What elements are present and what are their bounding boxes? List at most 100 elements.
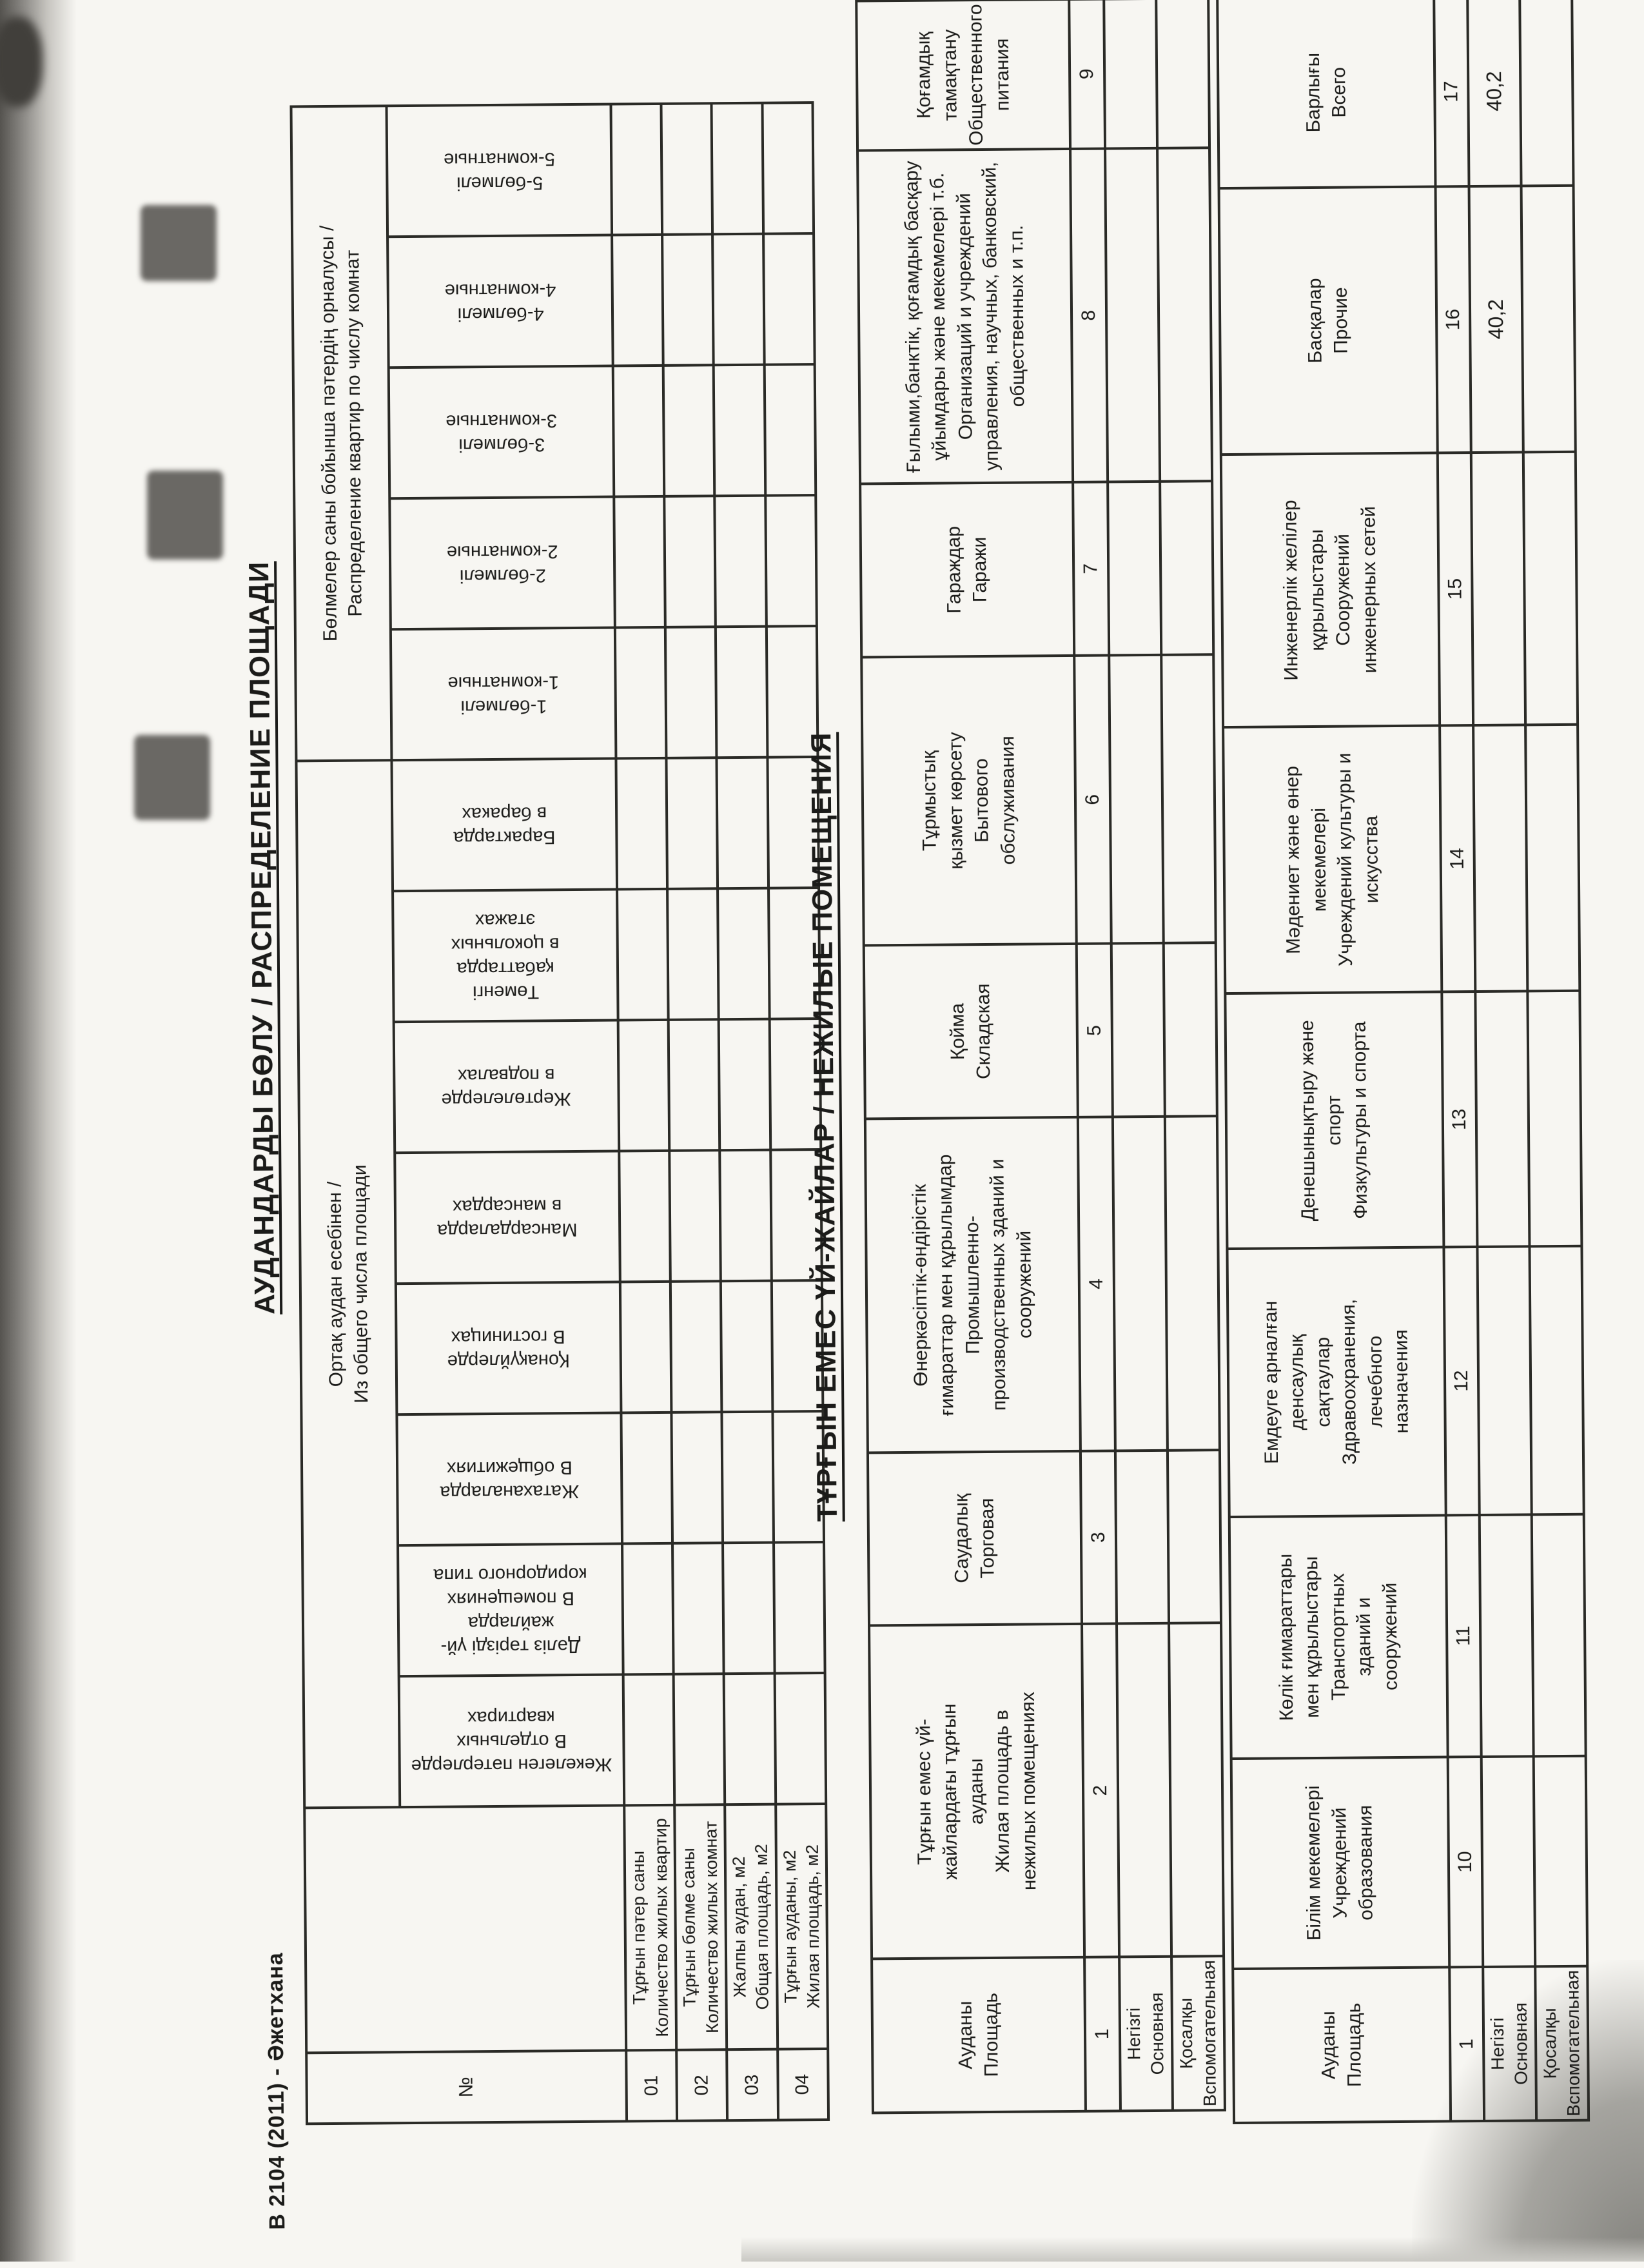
column-header-cell: Тұрғын емес үй- жайлардағы тұрғын ауданы…	[869, 1624, 1085, 1959]
form-number-label: В 2104 (2011) - Әжетхана	[262, 1952, 290, 2230]
column-header-cell: 4-бөлмелі 4-комнатные	[387, 235, 613, 368]
data-cell	[1533, 1755, 1587, 1967]
row-number-cell: 02	[676, 2049, 728, 2121]
column-number-cell: 6	[1074, 655, 1111, 944]
data-cell	[1105, 148, 1160, 482]
column-header-text: 5-бөлмелі 5-комнатные	[443, 148, 555, 194]
data-cell	[719, 1149, 772, 1282]
data-cell	[614, 627, 667, 759]
area-distribution-table: № Ортақ аудан есебінен / Из общего числа…	[289, 101, 829, 2125]
column-header-cell: 5-бөлмелі 5-комнатные	[386, 104, 612, 237]
column-header-cell: Саудалық Торговая	[867, 1451, 1082, 1626]
data-cell	[611, 103, 663, 235]
column-header-cell: Инженерлік желілер құрылыстары Сооружени…	[1220, 453, 1440, 728]
column-header-cell: Көлік ғимараттары мен құрылыстары Трансп…	[1229, 1515, 1448, 1759]
column-number-cell: 1	[1084, 1957, 1120, 2111]
data-cell	[712, 233, 765, 366]
group-header-common-area: Ортақ аудан есебінен / Из общего числа п…	[296, 760, 400, 1808]
data-cell	[723, 1673, 776, 1805]
data-cell	[1156, 0, 1209, 148]
data-cell	[623, 1674, 675, 1806]
data-cell	[661, 103, 713, 235]
data-cell	[669, 1150, 721, 1282]
data-cell	[619, 1150, 671, 1282]
data-cell	[622, 1543, 674, 1675]
data-cell	[1529, 1246, 1584, 1515]
data-cell	[1527, 991, 1582, 1247]
column-header-text: 4-бөлмелі 4-комнатные	[444, 279, 556, 325]
column-header-cell: Ауданы Площадь	[872, 1957, 1086, 2113]
data-cell	[617, 888, 669, 1021]
column-header-cell: Мәдениет және өнер мекемелері Учреждений…	[1223, 725, 1442, 994]
data-cell	[620, 1281, 672, 1413]
data-cell	[762, 103, 814, 234]
data-cell	[763, 233, 815, 365]
data-cell	[1471, 452, 1525, 726]
column-header-text: Жекелеген пәтерлерде В отдельных квартир…	[411, 1706, 612, 1777]
column-header-text: Дәліз тәрізді үй- жайларда В помещениях …	[433, 1563, 587, 1657]
column-header-text: Қонақүйлерде В гостиницах	[447, 1325, 570, 1372]
data-cell	[670, 1281, 722, 1413]
data-cell	[721, 1280, 772, 1413]
data-cell	[1521, 186, 1576, 453]
column-header-cell: Жекелеген пәтерлерде В отдельных квартир…	[398, 1674, 625, 1808]
section2-title: ТҰРҒЫН ЕМЕС ҮЙ-ЖАЙЛАР / НЕЖИЛЫЕ ПОМЕЩЕНИ…	[805, 732, 843, 1522]
data-cell	[1519, 0, 1574, 186]
data-cell	[765, 495, 817, 627]
data-cell	[612, 234, 663, 366]
column-header-cell: Өнеркәсіптік-өндірістік ғимараттар мен қ…	[865, 1117, 1081, 1453]
data-cell	[1157, 148, 1212, 482]
column-header-cell: Қойма Складская	[863, 944, 1078, 1119]
column-header-cell: Ғылыми,банктік, қоғамдық басқару ұйымдар…	[857, 148, 1073, 484]
number-column-header: №	[306, 2050, 627, 2124]
column-header-text: 1-бөлмелі 1-комнатные	[447, 671, 559, 717]
data-cell	[1112, 1117, 1168, 1451]
column-header-text: Барактарда в бараках	[453, 802, 556, 848]
column-number-cell: 5	[1076, 943, 1113, 1118]
data-cell	[1164, 1116, 1220, 1451]
scan-edge-tab	[147, 471, 223, 560]
data-cell	[711, 103, 763, 235]
column-header-cell: Басқалар Прочие	[1218, 186, 1438, 455]
data-cell	[1104, 0, 1157, 149]
column-number-cell: 10	[1447, 1756, 1483, 1968]
column-number-cell: 13	[1442, 992, 1478, 1247]
data-cell	[1117, 1623, 1171, 1957]
value-cell: 40,2	[1467, 0, 1522, 187]
column-header-cell: Мансардаларда в мансардах	[395, 1151, 620, 1284]
column-header-text: 3-бөлмелі 3-комнатные	[445, 409, 557, 456]
data-cell	[1108, 481, 1161, 656]
data-cell	[673, 1674, 725, 1805]
data-cell	[719, 1019, 770, 1151]
data-cell	[621, 1412, 673, 1544]
data-cell	[718, 888, 770, 1020]
scan-bottom-shadow	[741, 2237, 1644, 2262]
row-number-cell: 03	[727, 2049, 778, 2121]
row-label-cell: Қосалқы Вспомогательная	[1171, 1956, 1225, 2111]
column-number-cell: 11	[1445, 1514, 1482, 1757]
section1-title: АУДАНДАРДЫ БӨЛУ / РАСПРЕДЕЛЕНИЕ ПЛОЩАДИ	[243, 561, 281, 1315]
column-header-cell: Емдеуге арналған денсаулық сақтаулар Здр…	[1227, 1247, 1446, 1517]
value-cell: 40,2	[1469, 186, 1523, 453]
data-cell	[1163, 943, 1217, 1117]
data-cell	[1477, 1246, 1532, 1515]
data-cell	[714, 364, 765, 496]
row-label-cell: Тұрғын пәтер саны Количество жилых кварт…	[624, 1804, 677, 2051]
column-header-cell: Жертөлелерде в подвалах	[393, 1020, 620, 1153]
column-number-cell: 3	[1080, 1451, 1117, 1625]
data-cell	[671, 1412, 723, 1543]
column-header-cell: 3-бөлмелі 3-комнатные	[388, 366, 614, 499]
column-header-cell: Денешынықтыру және спорт Физкультуры и с…	[1225, 992, 1444, 1249]
data-cell	[614, 496, 666, 628]
column-header-cell: Ауданы Площадь	[1233, 1967, 1451, 2124]
data-cell	[716, 626, 768, 758]
data-cell	[663, 365, 715, 496]
data-cell	[667, 888, 719, 1020]
data-cell	[1523, 451, 1578, 725]
data-cell	[1159, 481, 1213, 655]
group-header-by-rooms: Бөлмелер саны бойынша пәтердің орналусы …	[291, 106, 392, 761]
data-cell	[672, 1543, 724, 1674]
row-label-cell: Тұрғын ауданы, м2 Жилая площадь, м2	[775, 1803, 828, 2049]
data-cell	[1475, 991, 1530, 1247]
column-number-cell: 8	[1070, 148, 1108, 483]
